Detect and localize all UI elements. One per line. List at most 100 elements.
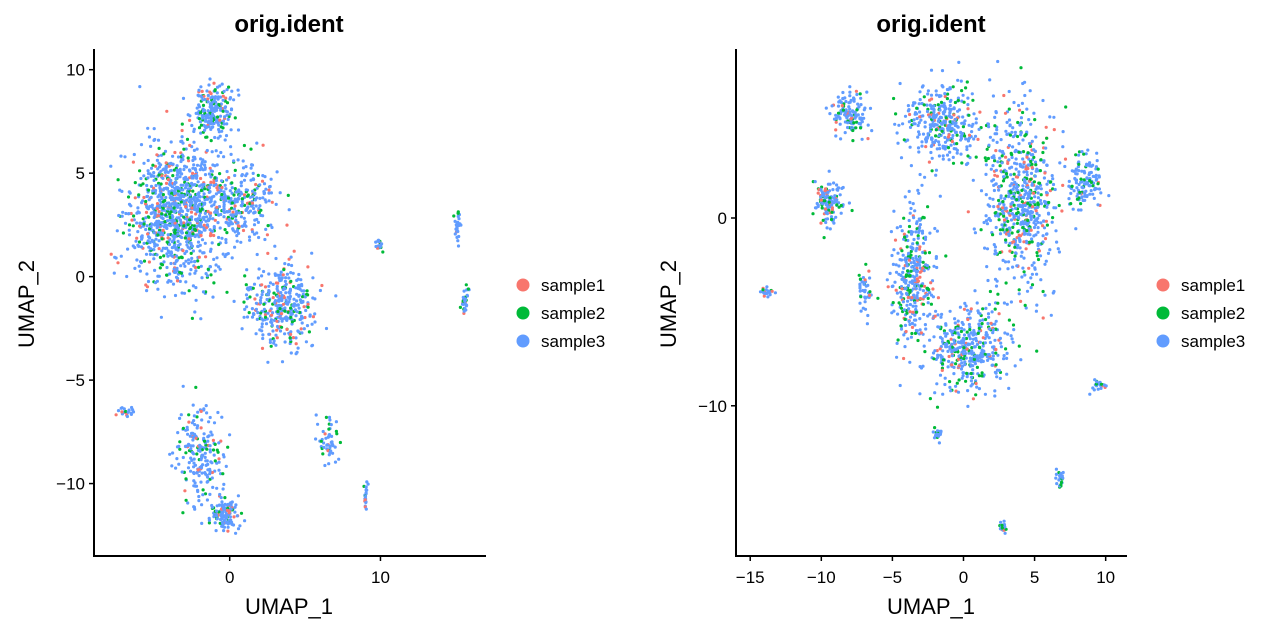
data-point [1036, 191, 1040, 195]
data-point [152, 257, 156, 261]
data-point [957, 60, 961, 64]
data-point [918, 317, 922, 321]
data-point [223, 106, 227, 110]
data-point [222, 203, 226, 207]
data-point [1016, 230, 1020, 234]
data-point [161, 176, 165, 180]
data-point [947, 124, 951, 128]
data-point [179, 413, 183, 417]
data-point [199, 233, 203, 238]
data-point [961, 352, 966, 356]
data-point [858, 282, 862, 286]
data-point [183, 186, 188, 190]
data-point [202, 432, 206, 436]
data-point [937, 143, 941, 147]
data-point [955, 142, 959, 146]
data-point [234, 212, 238, 216]
data-point [289, 271, 293, 275]
data-point [916, 135, 920, 139]
data-point [236, 221, 240, 225]
data-point [907, 189, 911, 193]
y-axis-label-right: UMAP_2 [656, 260, 681, 348]
data-point [905, 292, 909, 297]
data-point [839, 100, 843, 104]
data-point [978, 312, 982, 316]
data-point [943, 92, 947, 96]
data-point [208, 450, 212, 454]
data-point [204, 135, 208, 139]
data-point [846, 121, 850, 125]
data-point [952, 128, 956, 132]
data-point [913, 323, 917, 327]
data-point [271, 329, 275, 333]
data-point [1005, 302, 1009, 306]
data-point [282, 268, 286, 272]
data-point [180, 231, 184, 235]
data-point [1057, 203, 1061, 208]
data-point [213, 176, 217, 180]
data-point [993, 307, 997, 311]
data-point [913, 275, 917, 279]
data-point [217, 123, 221, 127]
data-point [175, 258, 179, 262]
data-point [899, 306, 904, 310]
data-point [198, 120, 202, 124]
data-point [184, 213, 188, 217]
data-point [165, 246, 169, 250]
data-point [281, 317, 285, 321]
data-point [166, 178, 170, 182]
data-point [213, 469, 217, 473]
data-point [821, 202, 825, 206]
data-point [943, 147, 947, 151]
data-point [937, 154, 942, 158]
data-point [836, 104, 841, 108]
data-point [986, 312, 991, 316]
data-point [152, 127, 156, 131]
data-point [932, 335, 936, 339]
data-point [364, 485, 368, 489]
data-point [992, 188, 997, 193]
data-point [226, 529, 230, 533]
data-point [858, 277, 863, 281]
data-point [1018, 108, 1022, 112]
data-point [127, 212, 131, 216]
data-point [245, 297, 249, 301]
data-point [156, 233, 160, 237]
data-point [208, 444, 212, 448]
data-point [269, 320, 273, 324]
data-point [899, 324, 903, 328]
data-point [146, 126, 150, 130]
data-point [114, 413, 118, 417]
data-point [220, 415, 224, 419]
data-point [206, 209, 210, 214]
data-point [269, 344, 273, 348]
data-point [832, 181, 836, 185]
data-point [125, 414, 129, 419]
data-point [166, 236, 170, 240]
data-point [275, 287, 279, 291]
data-point [282, 296, 286, 300]
data-point [267, 188, 271, 192]
data-point [223, 228, 227, 232]
data-point [196, 410, 200, 414]
data-point [174, 225, 178, 229]
data-point [259, 311, 263, 315]
data-point [322, 441, 326, 445]
data-point [1036, 257, 1041, 262]
data-point [263, 198, 267, 202]
data-point [193, 183, 197, 187]
data-point [188, 176, 192, 180]
data-point [267, 332, 271, 336]
data-point [864, 262, 868, 266]
data-point [209, 92, 213, 96]
data-point [919, 331, 924, 335]
data-point [1011, 177, 1015, 181]
data-point [1004, 155, 1008, 159]
data-point [120, 189, 124, 193]
data-point [1017, 233, 1021, 237]
data-point [269, 177, 273, 181]
data-point [974, 155, 978, 159]
data-point [203, 455, 207, 459]
data-point [252, 206, 256, 211]
data-point [1000, 523, 1004, 527]
